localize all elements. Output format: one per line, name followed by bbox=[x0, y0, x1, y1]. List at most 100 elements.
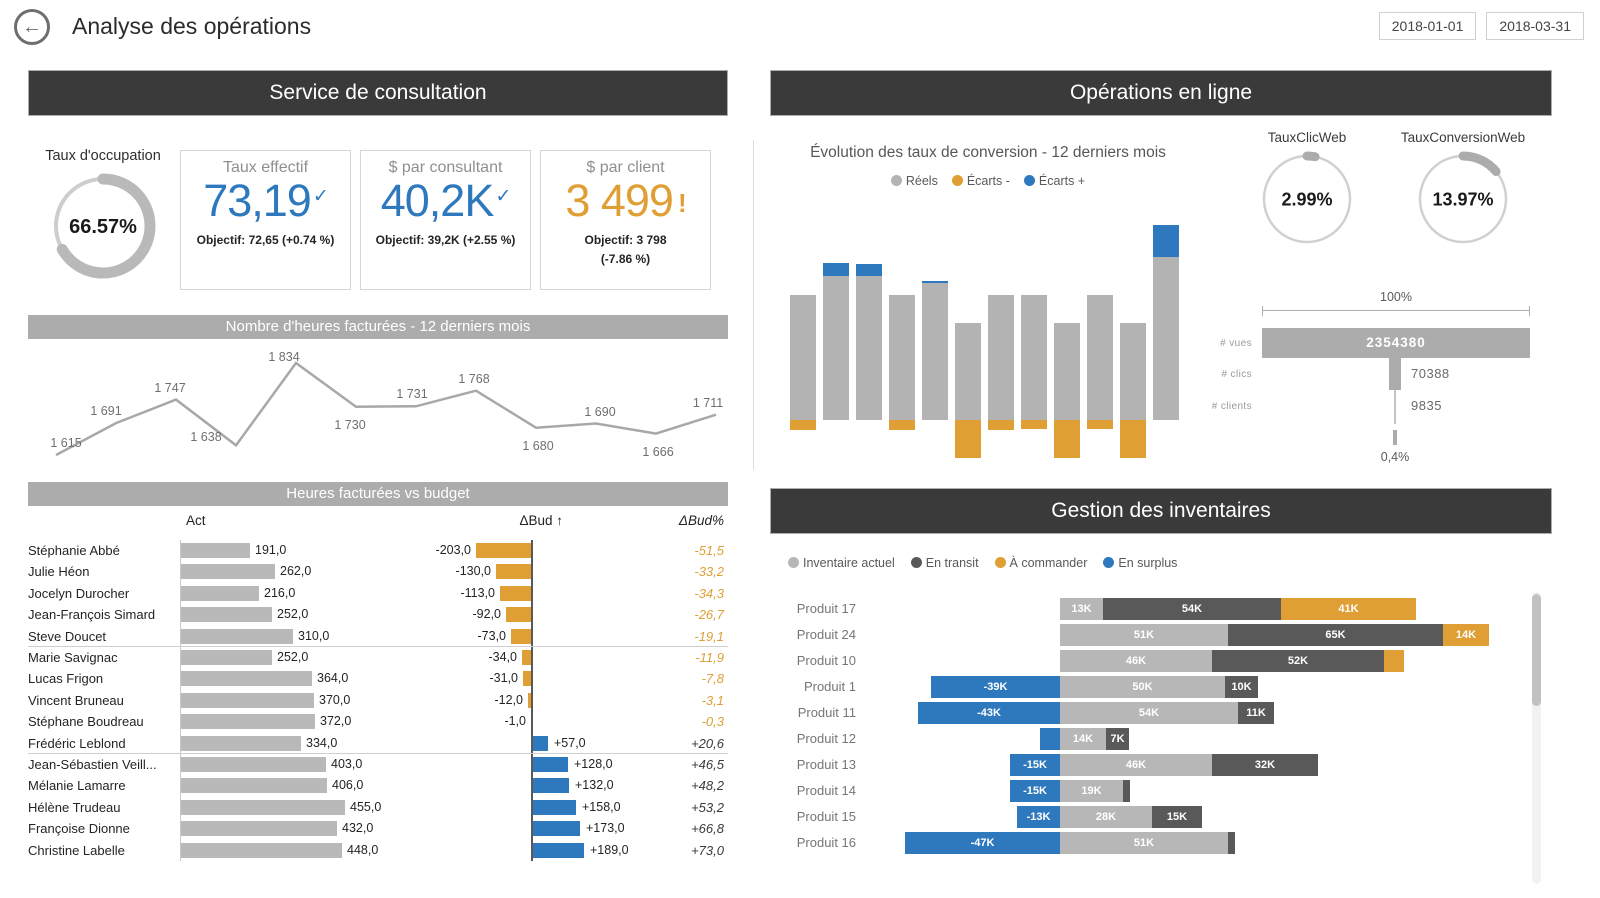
transit-segment: 65K bbox=[1228, 624, 1443, 646]
kpi-card-title: $ par client bbox=[586, 159, 665, 176]
transit-segment: 32K bbox=[1212, 754, 1318, 776]
table-row-name: Françoise Dionne bbox=[28, 821, 130, 836]
svg-text:66.57%: 66.57% bbox=[69, 216, 137, 238]
svg-text:1 747: 1 747 bbox=[154, 381, 185, 395]
reels-bar bbox=[955, 323, 981, 420]
actuel-segment: 54K bbox=[1060, 702, 1238, 724]
dbud-pct-value: -26,7 bbox=[694, 607, 724, 622]
alert-icon: ! bbox=[677, 188, 687, 218]
legend-dot-icon bbox=[890, 175, 902, 186]
donut-gauge: 66.57% bbox=[50, 173, 156, 279]
funnel-clients-line bbox=[1394, 390, 1396, 424]
page-title: Analyse des opérations bbox=[72, 13, 312, 39]
kpi-card-title: $ par consultant bbox=[388, 159, 503, 176]
table-row-name: Frédéric Leblond bbox=[28, 736, 126, 751]
ecart-minus-bar bbox=[790, 420, 816, 430]
dbud-pct-value: +73,0 bbox=[691, 843, 724, 858]
funnel-clients-label: # clients bbox=[1211, 401, 1252, 412]
transit-segment: 52K bbox=[1212, 650, 1384, 672]
ecart-minus-bar bbox=[889, 420, 915, 430]
transit-segment: 54K bbox=[1103, 598, 1281, 620]
legend-dot-icon bbox=[910, 557, 922, 568]
web-gauges: TauxClicWeb 2.99% TauxConversionWeb 13.97… bbox=[1238, 130, 1532, 256]
date-from-input[interactable]: 2018-01-01 bbox=[1378, 12, 1477, 40]
dbud-bar bbox=[511, 629, 531, 644]
budget-table-header: Act ΔBud ↑ ΔBud% bbox=[28, 510, 728, 536]
act-bar bbox=[181, 564, 275, 579]
inventory-row: Produit 15 -13K 28K 15K bbox=[770, 804, 1530, 830]
act-value: 455,0 bbox=[350, 800, 382, 814]
inventory-row-name: Produit 17 bbox=[796, 601, 856, 616]
kpi-card-objective: Objectif: 39,2K (+2.55 %) bbox=[375, 232, 516, 247]
commander-segment: 41K bbox=[1281, 598, 1416, 620]
dbud-bar bbox=[476, 543, 531, 558]
act-bar bbox=[181, 736, 301, 751]
svg-text:1 691: 1 691 bbox=[90, 404, 121, 418]
column-header-dbud-sort[interactable]: ΔBud ↑ bbox=[519, 513, 563, 528]
surplus-segment bbox=[1040, 728, 1060, 750]
hours-banner: Nombre d'heures facturées - 12 derniers … bbox=[28, 315, 728, 339]
funnel-rate-label: 0,4% bbox=[1380, 450, 1410, 464]
kpi-card-value: 40,2K ✓ bbox=[361, 176, 530, 226]
dbud-pct-value: -11,9 bbox=[695, 650, 724, 665]
dbud-value: -92,0 bbox=[472, 607, 502, 621]
actuel-segment: 28K bbox=[1060, 806, 1152, 828]
svg-text:1 834: 1 834 bbox=[268, 350, 299, 364]
act-value: 252,0 bbox=[277, 650, 309, 664]
kpi-card: $ par consultant 40,2K ✓ Objectif: 39,2K (+… bbox=[360, 150, 531, 290]
dbud-pct-value: +66,8 bbox=[691, 821, 724, 836]
ecart-minus-bar bbox=[1021, 420, 1047, 429]
dbud-pct-value: -0,3 bbox=[701, 714, 724, 729]
surplus-segment: -13K bbox=[1017, 806, 1060, 828]
dbud-value: -113,0 bbox=[460, 586, 495, 600]
date-to-input[interactable]: 2018-03-31 bbox=[1486, 12, 1584, 40]
act-bar bbox=[181, 693, 314, 708]
web-gauge-label: TauxConversionWeb bbox=[1400, 130, 1526, 145]
inventory-banner: Gestion des inventaires bbox=[770, 488, 1552, 534]
legend-item: Écarts - bbox=[951, 174, 1010, 188]
inventory-row: Produit 11 -43K 54K 11K bbox=[770, 700, 1530, 726]
actuel-segment: 46K bbox=[1060, 754, 1212, 776]
dbud-value: +128,0 bbox=[574, 757, 613, 771]
inventory-row: Produit 16 -47K 51K bbox=[770, 830, 1530, 856]
svg-text:1 615: 1 615 bbox=[50, 436, 81, 450]
dbud-bar bbox=[533, 778, 569, 793]
inventory-row: Produit 1 -39K 50K 10K bbox=[770, 674, 1530, 700]
act-value: 216,0 bbox=[264, 586, 296, 600]
svg-text:2.99%: 2.99% bbox=[1281, 189, 1332, 209]
inventory-row-name: Produit 24 bbox=[796, 627, 856, 642]
inventory-row-name: Produit 13 bbox=[796, 757, 856, 772]
check-icon: ✓ bbox=[312, 186, 329, 207]
web-gauge-label: TauxClicWeb bbox=[1267, 130, 1347, 145]
online-banner: Opérations en ligne bbox=[770, 70, 1552, 116]
act-value: 448,0 bbox=[347, 843, 379, 857]
table-row-name: Julie Héon bbox=[28, 564, 90, 579]
funnel-100-label: 100% bbox=[1380, 290, 1412, 304]
dbud-value: -31,0 bbox=[489, 671, 519, 685]
app-header: ← Analyse des opérations 2018-01-01 2018… bbox=[0, 0, 1600, 60]
kpi-card-objective: Objectif: 3 798 (-7.86 %) bbox=[584, 232, 667, 266]
act-bar bbox=[181, 586, 259, 601]
table-row-name: Jean-Sébastien Veill... bbox=[28, 757, 157, 772]
act-value: 372,0 bbox=[320, 714, 352, 728]
back-button[interactable]: ← bbox=[14, 9, 50, 45]
svg-text:1 731: 1 731 bbox=[396, 387, 427, 401]
inventory-scrollbar[interactable] bbox=[1532, 592, 1541, 884]
table-row-name: Jean-François Simard bbox=[28, 607, 156, 622]
conversion-title: Évolution des taux de conversion - 12 de… bbox=[810, 144, 1166, 161]
column-header-dbudpct: ΔBud% bbox=[678, 513, 724, 528]
dbud-value: +57,0 bbox=[554, 736, 586, 750]
occupancy-gauge-label: Taux d'occupation bbox=[45, 148, 161, 164]
act-bar bbox=[181, 800, 345, 815]
kpi-card: Taux effectif 73,19 ✓ Objectif: 72,65 (+0.7… bbox=[180, 150, 351, 290]
act-bar bbox=[181, 843, 342, 858]
dbud-pct-value: -34,3 bbox=[694, 586, 724, 601]
inventory-row-name: Produit 10 bbox=[796, 653, 856, 668]
scrollbar-thumb[interactable] bbox=[1532, 594, 1541, 706]
kpi-number: 3 499 bbox=[565, 175, 674, 226]
table-row-name: Steve Doucet bbox=[28, 629, 107, 644]
actuel-segment: 50K bbox=[1060, 676, 1225, 698]
reels-bar bbox=[823, 276, 849, 420]
dbud-value: -34,0 bbox=[488, 650, 518, 664]
reels-bar bbox=[1021, 295, 1047, 420]
